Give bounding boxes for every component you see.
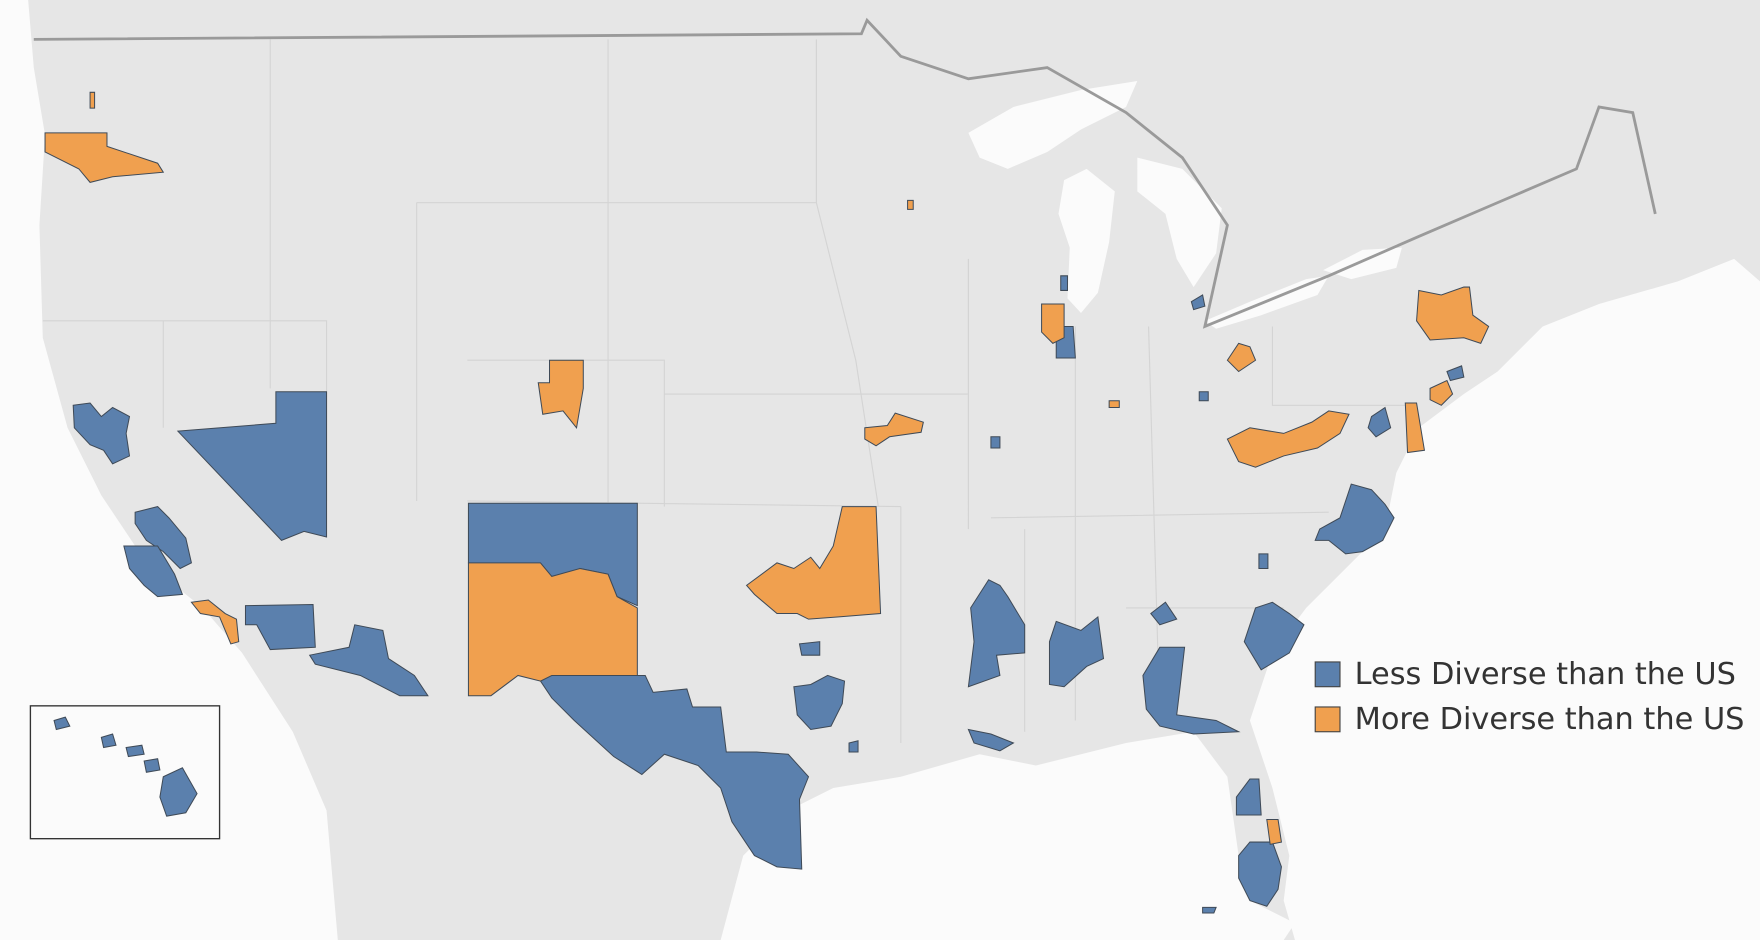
region [1048, 615, 1105, 688]
pacific-ocean [0, 0, 338, 940]
region [89, 91, 96, 109]
legend-swatch [1314, 706, 1341, 733]
national-border [33, 17, 1657, 329]
region [539, 674, 810, 870]
region [44, 132, 165, 183]
region [1226, 410, 1350, 468]
lake-huron [1137, 157, 1222, 288]
region [990, 436, 1001, 449]
lake-superior [968, 81, 1138, 169]
region [745, 506, 882, 620]
region [143, 758, 161, 773]
region [100, 733, 117, 749]
region [123, 545, 184, 598]
region [1202, 906, 1217, 914]
region [1367, 406, 1392, 438]
region [1446, 365, 1465, 382]
region [467, 562, 638, 697]
legend: Less Diverse than the US More Diverse th… [1314, 657, 1745, 737]
legend-swatch [1314, 661, 1341, 688]
region [1060, 275, 1068, 291]
region [1238, 841, 1282, 907]
region [1108, 400, 1120, 409]
region [159, 767, 198, 817]
region [244, 604, 316, 651]
region [793, 674, 846, 731]
region [134, 506, 193, 570]
region [1041, 303, 1065, 344]
state-lines [42, 39, 1408, 743]
lake-michigan [1058, 168, 1115, 313]
region [848, 740, 859, 753]
region [1314, 483, 1395, 555]
region [176, 391, 328, 541]
legend-label: More Diverse than the US [1355, 702, 1745, 737]
region [864, 412, 924, 447]
region [1150, 601, 1178, 626]
region [907, 199, 914, 210]
region [1258, 553, 1269, 570]
region [1198, 391, 1209, 402]
region [1243, 601, 1305, 671]
region [1226, 342, 1257, 373]
region [1266, 819, 1283, 845]
region [967, 728, 1015, 752]
hawaii-inset [29, 705, 221, 840]
region [125, 744, 145, 758]
region [967, 579, 1026, 688]
regions [44, 91, 1490, 914]
region [1404, 402, 1426, 454]
region [72, 402, 131, 465]
region [1429, 379, 1454, 406]
region [1190, 294, 1206, 311]
region [798, 641, 821, 656]
region [308, 624, 429, 697]
region [190, 599, 240, 645]
region [1142, 646, 1241, 735]
region [537, 359, 584, 429]
gulf-of-mexico [720, 731, 1295, 940]
legend-label: Less Diverse than the US [1355, 657, 1736, 692]
lake-ontario [1323, 247, 1402, 280]
atlantic-ocean [1249, 258, 1760, 940]
region [53, 716, 71, 731]
state-line [42, 39, 1408, 743]
region [1235, 778, 1262, 816]
region [1416, 286, 1490, 344]
